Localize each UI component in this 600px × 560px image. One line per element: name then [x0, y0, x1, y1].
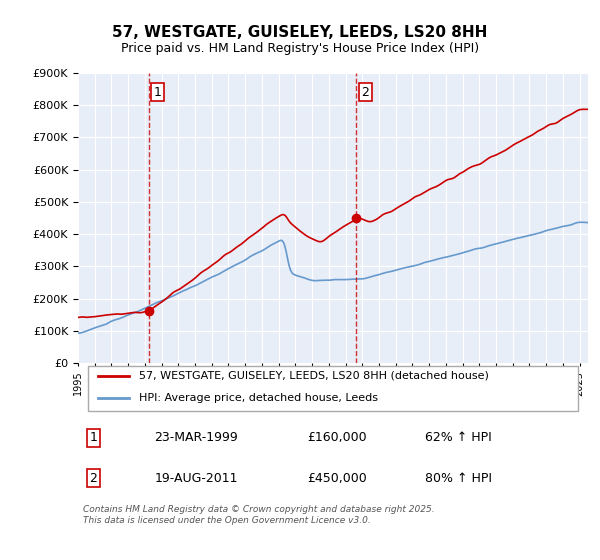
Text: HPI: Average price, detached house, Leeds: HPI: Average price, detached house, Leed… [139, 393, 378, 403]
Text: £450,000: £450,000 [308, 472, 367, 484]
Text: 80% ↑ HPI: 80% ↑ HPI [425, 472, 492, 484]
Text: 23-MAR-1999: 23-MAR-1999 [155, 431, 238, 444]
Text: £160,000: £160,000 [308, 431, 367, 444]
Text: 1: 1 [89, 431, 97, 444]
Text: Price paid vs. HM Land Registry's House Price Index (HPI): Price paid vs. HM Land Registry's House … [121, 42, 479, 55]
Text: 2: 2 [361, 86, 369, 99]
Text: 57, WESTGATE, GUISELEY, LEEDS, LS20 8HH (detached house): 57, WESTGATE, GUISELEY, LEEDS, LS20 8HH … [139, 371, 489, 381]
Text: 57, WESTGATE, GUISELEY, LEEDS, LS20 8HH: 57, WESTGATE, GUISELEY, LEEDS, LS20 8HH [112, 25, 488, 40]
Text: 62% ↑ HPI: 62% ↑ HPI [425, 431, 491, 444]
Text: 2: 2 [89, 472, 97, 484]
Text: 1: 1 [154, 86, 161, 99]
Text: 19-AUG-2011: 19-AUG-2011 [155, 472, 238, 484]
FancyBboxPatch shape [88, 366, 578, 410]
Text: Contains HM Land Registry data © Crown copyright and database right 2025.
This d: Contains HM Land Registry data © Crown c… [83, 505, 435, 525]
